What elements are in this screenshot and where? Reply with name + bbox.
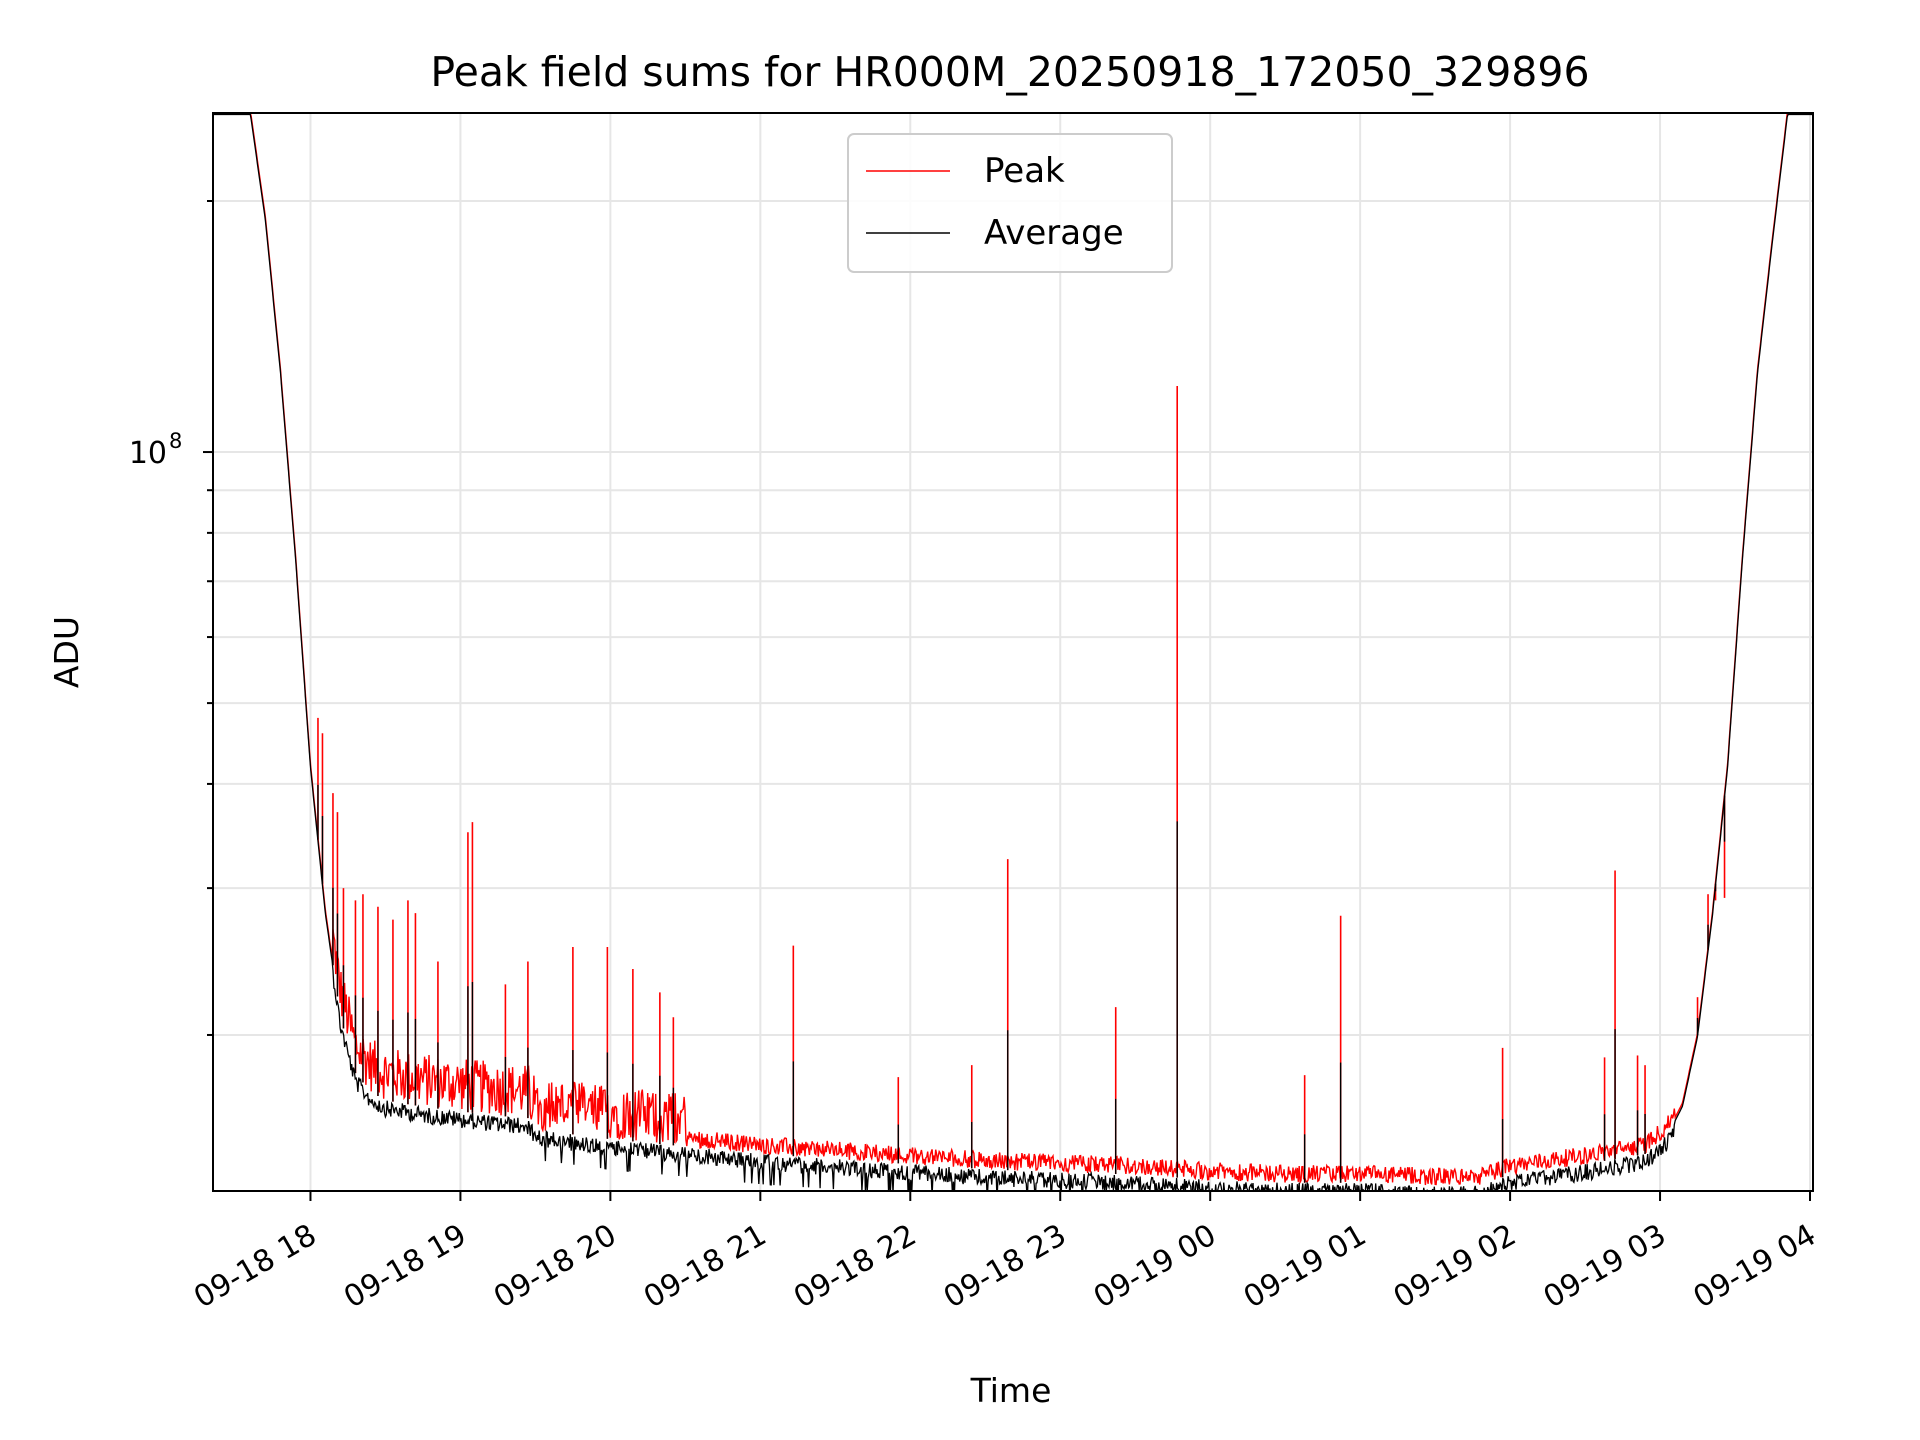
legend-peak-label: Peak bbox=[984, 151, 1065, 191]
series-layer bbox=[213, 113, 1813, 1191]
plot-area-frame bbox=[212, 112, 1814, 1192]
x-axis-label: Time bbox=[970, 1371, 1052, 1410]
chart-title: Peak field sums for HR000M_20250918_1720… bbox=[430, 48, 1589, 96]
peak-series-line bbox=[213, 113, 1813, 1186]
legend-box bbox=[847, 133, 1173, 273]
legend-average-label: Average bbox=[984, 213, 1124, 253]
average-series-line bbox=[213, 113, 1813, 1191]
legend: Peak Average bbox=[847, 133, 1173, 273]
y-tick-label-exponent: 8 bbox=[169, 429, 182, 453]
grid bbox=[213, 113, 1813, 1191]
y-tick-label-base: 10 bbox=[129, 436, 167, 471]
y-tick-label: 10 bbox=[129, 436, 167, 471]
y-axis-label: ADU bbox=[47, 616, 86, 688]
